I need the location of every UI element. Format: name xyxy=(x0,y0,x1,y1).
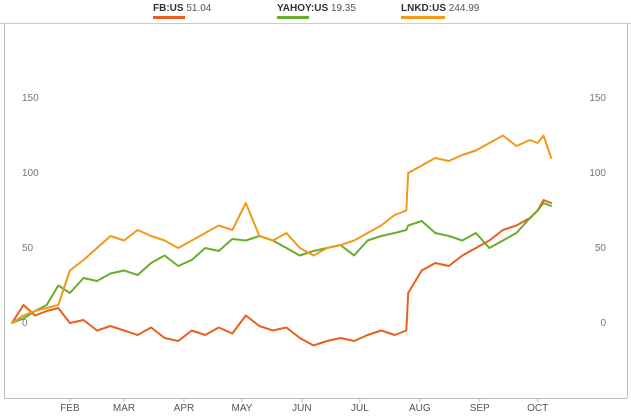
series-line-yahoy-us xyxy=(10,202,553,324)
y-tick-label-right: 150 xyxy=(589,93,606,104)
series-line-lnkd-us xyxy=(10,134,553,324)
legend-item: FB:US 51.04 xyxy=(153,3,212,19)
x-tick-label: MAR xyxy=(113,403,135,414)
legend-item: LNKD:US 244.99 xyxy=(401,3,480,19)
x-tick-label: SEP xyxy=(470,403,490,414)
legend-symbol: LNKD:US xyxy=(401,3,446,14)
y-tick-label-left: 0 xyxy=(22,318,28,329)
legend-item: YAHOY:US 19.35 xyxy=(277,3,356,19)
legend-symbol: FB:US xyxy=(153,3,184,14)
legend-swatch xyxy=(401,16,445,19)
legend-value: 19.35 xyxy=(328,3,356,14)
y-tick-label-right: 100 xyxy=(589,168,606,179)
chart-axes xyxy=(0,23,631,399)
series-lines xyxy=(10,134,553,347)
legend-value: 51.04 xyxy=(183,3,212,14)
series-line-fb-us xyxy=(10,199,553,347)
x-tick-label: AUG xyxy=(409,403,431,414)
x-tick-label: JUN xyxy=(292,403,311,414)
x-tick-label: MAY xyxy=(231,403,252,414)
x-tick-label: OCT xyxy=(527,403,548,414)
y-tick-label-left: 100 xyxy=(22,168,39,179)
legend-symbol: YAHOY:US xyxy=(277,3,329,14)
y-tick-label-right: 0 xyxy=(600,318,606,329)
x-tick-label: FEB xyxy=(60,403,80,414)
legend-swatch xyxy=(277,16,309,19)
x-tick-label: APR xyxy=(174,403,195,414)
legend-value: 244.99 xyxy=(446,3,480,14)
y-axis-ticks: 150 150 100 100 50 50 0 0 xyxy=(22,93,606,329)
x-axis-ticks: FEB MAR APR MAY JUN JUL AUG SEP OCT xyxy=(60,398,548,414)
legend-swatch xyxy=(153,16,185,19)
y-tick-label-left: 50 xyxy=(22,243,34,254)
y-tick-label-right: 50 xyxy=(595,243,607,254)
y-tick-label-left: 150 xyxy=(22,93,39,104)
x-tick-label: JUL xyxy=(351,403,369,414)
